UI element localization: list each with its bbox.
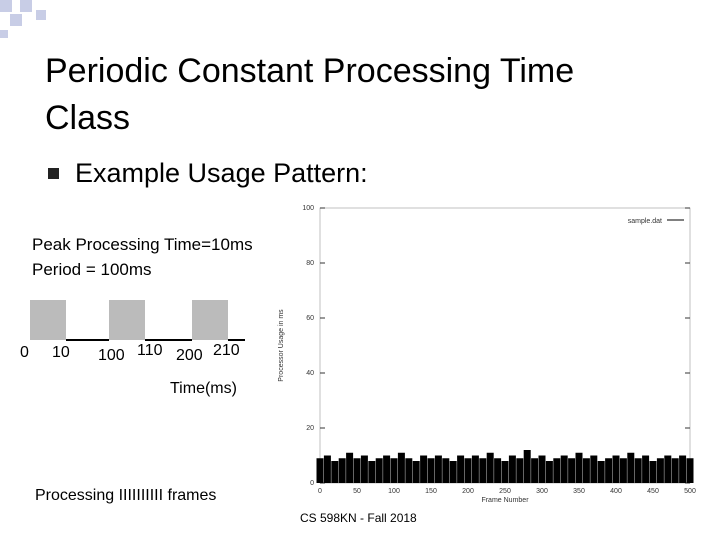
y-tick-label: 20 [306, 425, 314, 432]
period-text: Period = 100ms [32, 260, 152, 279]
bar [420, 455, 428, 483]
bar [619, 458, 627, 483]
bar [516, 458, 524, 483]
bar [627, 452, 635, 483]
bar [464, 458, 472, 483]
title: Class [45, 99, 130, 137]
bar [656, 458, 664, 483]
y-tick-label: 40 [306, 370, 314, 377]
x-tick-label: 500 [684, 488, 696, 495]
pulse-diagram [30, 300, 245, 341]
bar [390, 458, 398, 483]
time-axis-label: Time(ms) [170, 380, 237, 397]
bar [582, 458, 590, 483]
bar [471, 455, 479, 483]
x-tick-label: 250 [499, 488, 511, 495]
corner-decoration [0, 0, 46, 38]
x-tick-label: 0 [318, 488, 322, 495]
bar [427, 458, 435, 483]
x-tick-label: 200 [462, 488, 474, 495]
x-tick-label: 450 [647, 488, 659, 495]
y-tick-label: 0 [310, 480, 314, 487]
bar [679, 455, 687, 483]
bar [642, 455, 650, 483]
y-tick-label: 60 [306, 315, 314, 322]
x-tick-label: 350 [573, 488, 585, 495]
bar [360, 455, 368, 483]
bar [523, 450, 531, 483]
bar [397, 452, 405, 483]
caption: Processing IIIIIIIIII frames [35, 487, 216, 504]
bar [353, 458, 361, 483]
bar [375, 458, 383, 483]
bar [605, 458, 613, 483]
bar [368, 461, 376, 483]
y-axis-label: Processor Usage in ms [278, 309, 285, 382]
bar [553, 458, 561, 483]
mask [278, 225, 298, 285]
plot-frame [319, 207, 691, 484]
bar [545, 461, 553, 483]
bar [412, 461, 420, 483]
bar [434, 455, 442, 483]
time-label: 100 [98, 347, 125, 364]
bar [686, 458, 694, 483]
x-tick-label: 50 [353, 488, 361, 495]
y-tick-label: 100 [302, 205, 314, 212]
x-tick-label: 150 [425, 488, 437, 495]
bar [457, 455, 465, 483]
bar [538, 455, 546, 483]
time-label: 10 [52, 344, 70, 361]
x-axis-label: Frame Number [481, 497, 529, 504]
bar [383, 455, 391, 483]
time-label: 210 [213, 342, 240, 359]
bar [316, 458, 324, 483]
bar [449, 461, 457, 483]
bar [486, 452, 494, 483]
title: Periodic Constant Processing Time [45, 52, 574, 90]
bar [346, 452, 354, 483]
bar [479, 458, 487, 483]
legend-label: sample.dat [628, 218, 662, 225]
x-tick-label: 300 [536, 488, 548, 495]
bar [568, 458, 576, 483]
bar [590, 455, 598, 483]
bar [612, 455, 620, 483]
bar [442, 458, 450, 483]
bar [494, 458, 502, 483]
bar [671, 458, 679, 483]
time-label: 0 [20, 344, 29, 361]
peak-text: Peak Processing Time=10ms [32, 235, 253, 254]
bar [338, 458, 346, 483]
bar [597, 461, 605, 483]
bar [323, 455, 331, 483]
bar [508, 455, 516, 483]
bar [649, 461, 657, 483]
bar [664, 455, 672, 483]
footer: CS 598KN - Fall 2018 [300, 511, 417, 525]
x-tick-label: 400 [610, 488, 622, 495]
bar [331, 461, 339, 483]
bar [405, 458, 413, 483]
bar [575, 452, 583, 483]
y-tick-label: 80 [306, 260, 314, 267]
bullet-marker [48, 168, 59, 179]
chart: 0 20 40 60 80 100 0 50 100 150 200 250 300 350 400 450 5… [278, 205, 696, 504]
bar [560, 455, 568, 483]
bar [531, 458, 539, 483]
bullet-text: Example Usage Pattern: [75, 158, 368, 188]
time-label: 110 [137, 342, 163, 359]
bar [634, 458, 642, 483]
x-tick-label: 100 [388, 488, 400, 495]
time-label: 200 [176, 347, 203, 364]
bar [501, 461, 509, 483]
